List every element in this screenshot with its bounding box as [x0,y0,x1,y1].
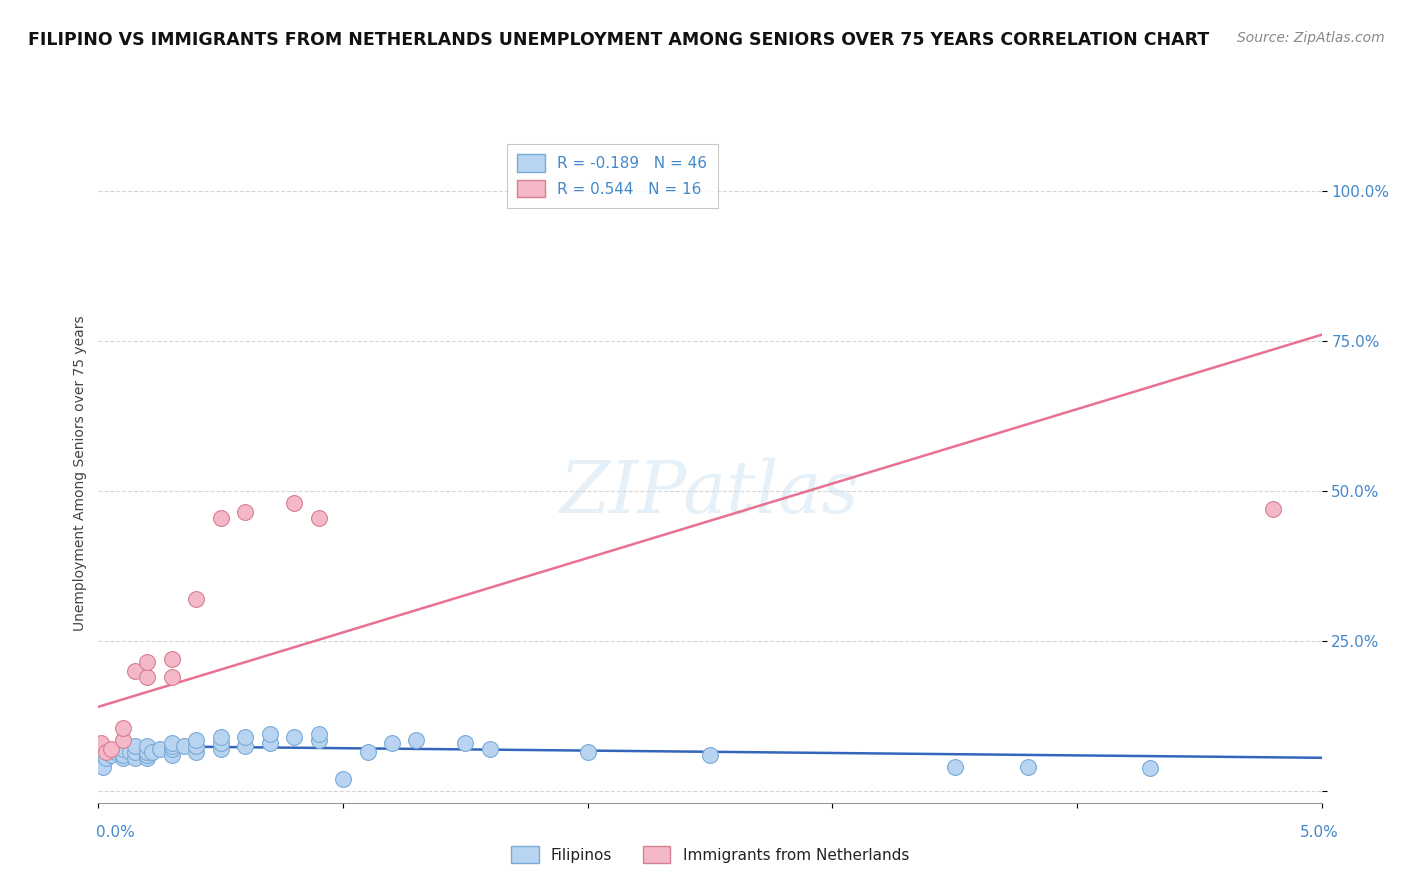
Point [283,730,305,744]
Point [308,510,330,524]
Point [283,496,305,510]
Point [111,747,134,762]
Point [136,670,159,684]
Point [136,739,159,753]
Point [160,739,183,753]
Point [94,751,117,765]
Point [94,745,117,759]
Point [124,745,146,759]
Point [91,760,114,774]
Point [1017,760,1039,774]
Point [209,730,232,744]
Point [1139,761,1161,775]
Point [111,751,134,765]
Point [111,732,134,747]
Point [160,670,183,684]
Text: ZIPatlas: ZIPatlas [560,458,860,528]
Text: 5.0%: 5.0% [1299,825,1339,839]
Point [111,721,134,735]
Point [160,741,183,756]
Point [209,510,232,524]
Point [160,736,183,750]
Point [124,664,146,678]
Point [209,741,232,756]
Point [356,745,378,759]
Point [233,739,256,753]
Point [100,747,122,762]
Point [136,745,159,759]
Point [160,747,183,762]
Point [381,736,404,750]
Point [332,772,354,786]
Point [136,751,159,765]
Point [104,745,127,759]
Point [943,760,966,774]
Point [124,751,146,765]
Point [100,741,122,756]
Point [308,732,330,747]
Point [136,655,159,669]
Point [259,727,281,741]
Point [454,736,477,750]
Point [699,747,721,762]
Point [173,739,195,753]
Point [259,736,281,750]
Point [478,741,501,756]
Point [136,747,159,762]
Point [233,730,256,744]
Legend: Filipinos, Immigrants from Netherlands: Filipinos, Immigrants from Netherlands [503,838,917,871]
Point [186,745,208,759]
Point [1261,501,1284,516]
Y-axis label: Unemployment Among Seniors over 75 years: Unemployment Among Seniors over 75 years [73,315,87,631]
Point [308,727,330,741]
Point [124,739,146,753]
Point [576,745,599,759]
Point [149,741,172,756]
Text: 0.0%: 0.0% [96,825,135,839]
Point [141,745,163,759]
Point [209,736,232,750]
Point [160,652,183,666]
Point [111,741,134,756]
Point [120,745,142,759]
Text: Source: ZipAtlas.com: Source: ZipAtlas.com [1237,31,1385,45]
Point [405,732,427,747]
Point [233,505,256,519]
Point [186,732,208,747]
Point [186,591,208,606]
Point [186,739,208,753]
Text: FILIPINO VS IMMIGRANTS FROM NETHERLANDS UNEMPLOYMENT AMONG SENIORS OVER 75 YEARS: FILIPINO VS IMMIGRANTS FROM NETHERLANDS … [28,31,1209,49]
Point [90,736,112,750]
